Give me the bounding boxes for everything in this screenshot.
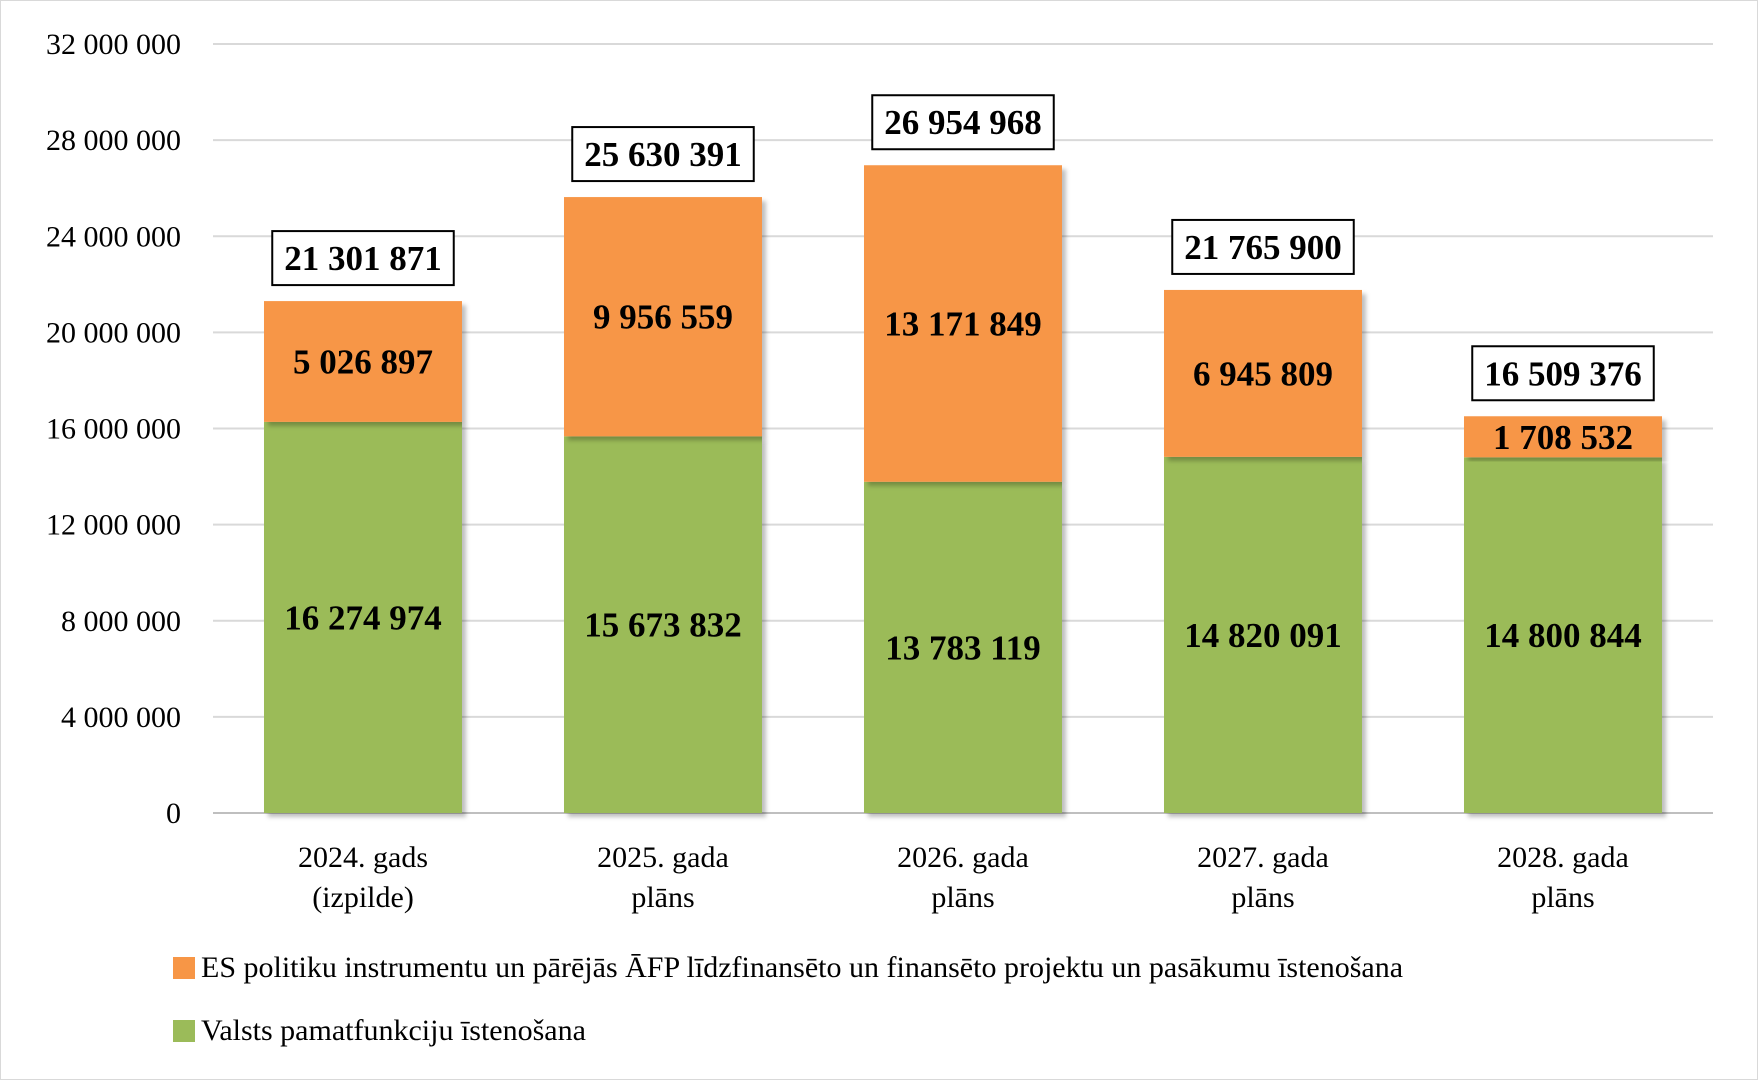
x-category-label: plāns	[631, 881, 694, 914]
segment-value-label: 9 956 559	[593, 298, 733, 337]
total-value-label: 26 954 968	[884, 103, 1042, 142]
bar-segment-valsts	[264, 421, 462, 813]
total-value-label: 21 765 900	[1184, 228, 1342, 267]
y-tick-label: 12 000 000	[46, 509, 181, 542]
segment-value-label: 5 026 897	[293, 342, 433, 381]
x-category-label: 2026. gada	[897, 841, 1029, 874]
segment-value-label: 6 945 809	[1193, 354, 1333, 393]
total-label-box	[871, 94, 1055, 151]
bar-segment-valsts	[1464, 457, 1662, 813]
y-tick-label: 0	[166, 797, 181, 830]
legend-label: ES politiku instrumentu un pārējās ĀFP l…	[201, 951, 1403, 984]
y-tick-label: 24 000 000	[46, 220, 181, 253]
bar-segment-es	[1164, 289, 1362, 457]
legend-label: Valsts pamatfunkciju īstenošana	[201, 1014, 586, 1047]
segment-value-label: 14 800 844	[1484, 616, 1642, 655]
bars	[264, 165, 1662, 813]
bar-segment-valsts	[864, 481, 1062, 813]
segment-value-label: 13 783 119	[885, 628, 1041, 667]
y-tick-label: 20 000 000	[46, 316, 181, 349]
x-category-label: plāns	[1531, 881, 1594, 914]
bar-segment-es	[864, 165, 1062, 482]
total-label-box	[571, 126, 755, 183]
segment-value-label: 15 673 832	[584, 606, 742, 645]
segment-value-label: 14 820 091	[1184, 616, 1342, 655]
y-tick-label: 8 000 000	[61, 605, 181, 638]
x-axis-category-labels: 2024. gads (izpilde) 2025. gada plāns 2026. …	[298, 841, 1629, 914]
total-label-box	[1171, 218, 1355, 275]
legend-swatch	[173, 957, 195, 979]
x-category-label: 2028. gada	[1497, 841, 1629, 874]
x-category-label: plāns	[931, 881, 994, 914]
y-tick-label: 16 000 000	[46, 413, 181, 446]
x-category-label: 2025. gada	[597, 841, 729, 874]
x-category-label: (izpilde)	[312, 881, 414, 914]
data-labels: 16 274 974 5 026 897 21 301 871 15 673 832 9…	[271, 94, 1655, 667]
segment-value-label: 13 171 849	[884, 305, 1042, 344]
y-tick-label: 28 000 000	[46, 124, 181, 157]
y-tick-label: 4 000 000	[61, 701, 181, 734]
bar-segment-es	[564, 197, 762, 437]
total-value-label: 21 301 871	[284, 239, 442, 278]
y-axis-tick-labels: 0 4 000 000 8 000 000 12 000 000 16 000 000 2…	[46, 28, 181, 830]
x-category-label: 2027. gada	[1197, 841, 1329, 874]
legend: ES politiku instrumentu un pārējās ĀFP l…	[173, 951, 1403, 1047]
legend-swatch	[173, 1020, 195, 1042]
bar-segment-es	[1464, 416, 1662, 458]
total-value-label: 25 630 391	[584, 135, 742, 174]
total-value-label: 16 509 376	[1484, 354, 1642, 393]
bar-segment-valsts	[1164, 456, 1362, 813]
total-label-box	[1471, 345, 1655, 402]
x-category-label: plāns	[1231, 881, 1294, 914]
segment-value-label: 16 274 974	[284, 598, 442, 637]
bar-segment-valsts	[564, 436, 762, 813]
bar-segment-es	[264, 301, 462, 422]
y-tick-label: 32 000 000	[46, 28, 181, 61]
x-category-label: 2024. gads	[298, 841, 428, 874]
total-label-box	[271, 230, 455, 287]
segment-value-label: 1 708 532	[1493, 418, 1633, 457]
